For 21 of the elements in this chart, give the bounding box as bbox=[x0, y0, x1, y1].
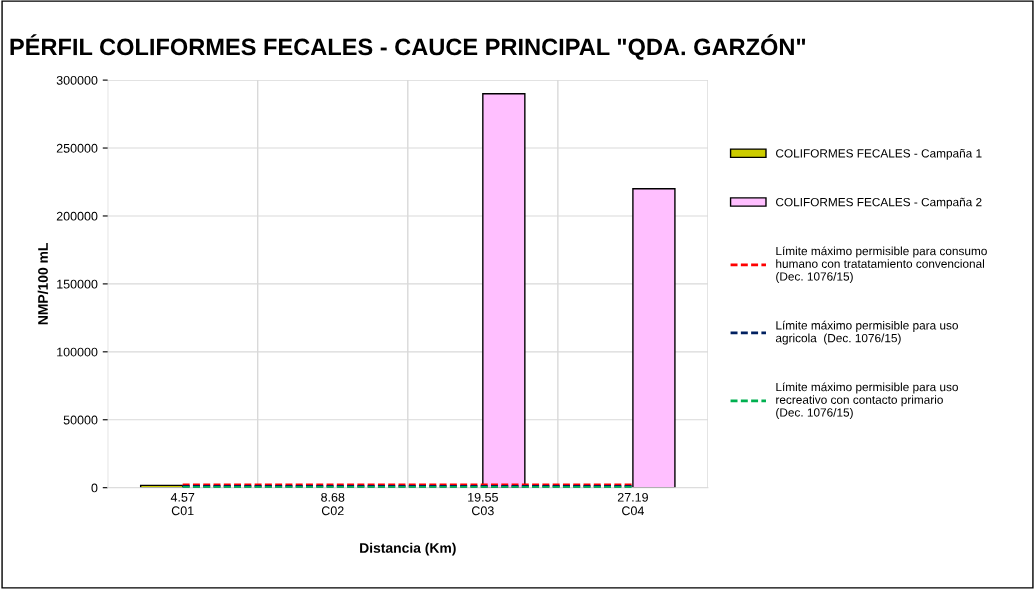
y-axis-title: NMP/100 mL bbox=[37, 243, 49, 325]
y-tick-label: 100000 bbox=[57, 347, 98, 357]
x-tick-label: 8.68 C02 bbox=[321, 492, 345, 516]
x-axis-title: Distancia (Km) bbox=[360, 542, 456, 556]
x-tick-label: 27.19 C04 bbox=[617, 492, 648, 516]
legend-label: COLIFORMES FECALES - Campaña 1 bbox=[776, 148, 982, 160]
y-tick-label: 0 bbox=[91, 483, 98, 493]
x-tick-label: 4.57 C01 bbox=[170, 493, 195, 516]
x-tick-label: 19.55 C03 bbox=[468, 492, 498, 516]
y-tick-label: 50000 bbox=[63, 415, 98, 425]
chart-title: PÉRFIL COLIFORMES FECALES - CAUCE PRINCIPAL "QDA. GARZÓN" bbox=[10, 34, 806, 60]
legend-label: Límite máximo permisible para consumo humano con tratatamiento convencional (Dec. 1076/15) bbox=[776, 246, 987, 283]
legend-label: Límite máximo permisible para uso agricola (Dec. 1076/15) bbox=[775, 320, 958, 345]
bar bbox=[632, 188, 676, 488]
bar bbox=[482, 92, 526, 488]
legend-label: Límite máximo permisible para uso recreativo con contacto primario (Dec. 1076/15) bbox=[776, 382, 958, 419]
y-tick-label: 250000 bbox=[56, 143, 98, 153]
legend-label: COLIFORMES FECALES - Campaña 2 bbox=[776, 197, 982, 209]
y-tick-label: 200000 bbox=[56, 211, 98, 221]
y-tick-label: 300000 bbox=[56, 75, 98, 85]
y-tick-label: 150000 bbox=[57, 279, 98, 289]
